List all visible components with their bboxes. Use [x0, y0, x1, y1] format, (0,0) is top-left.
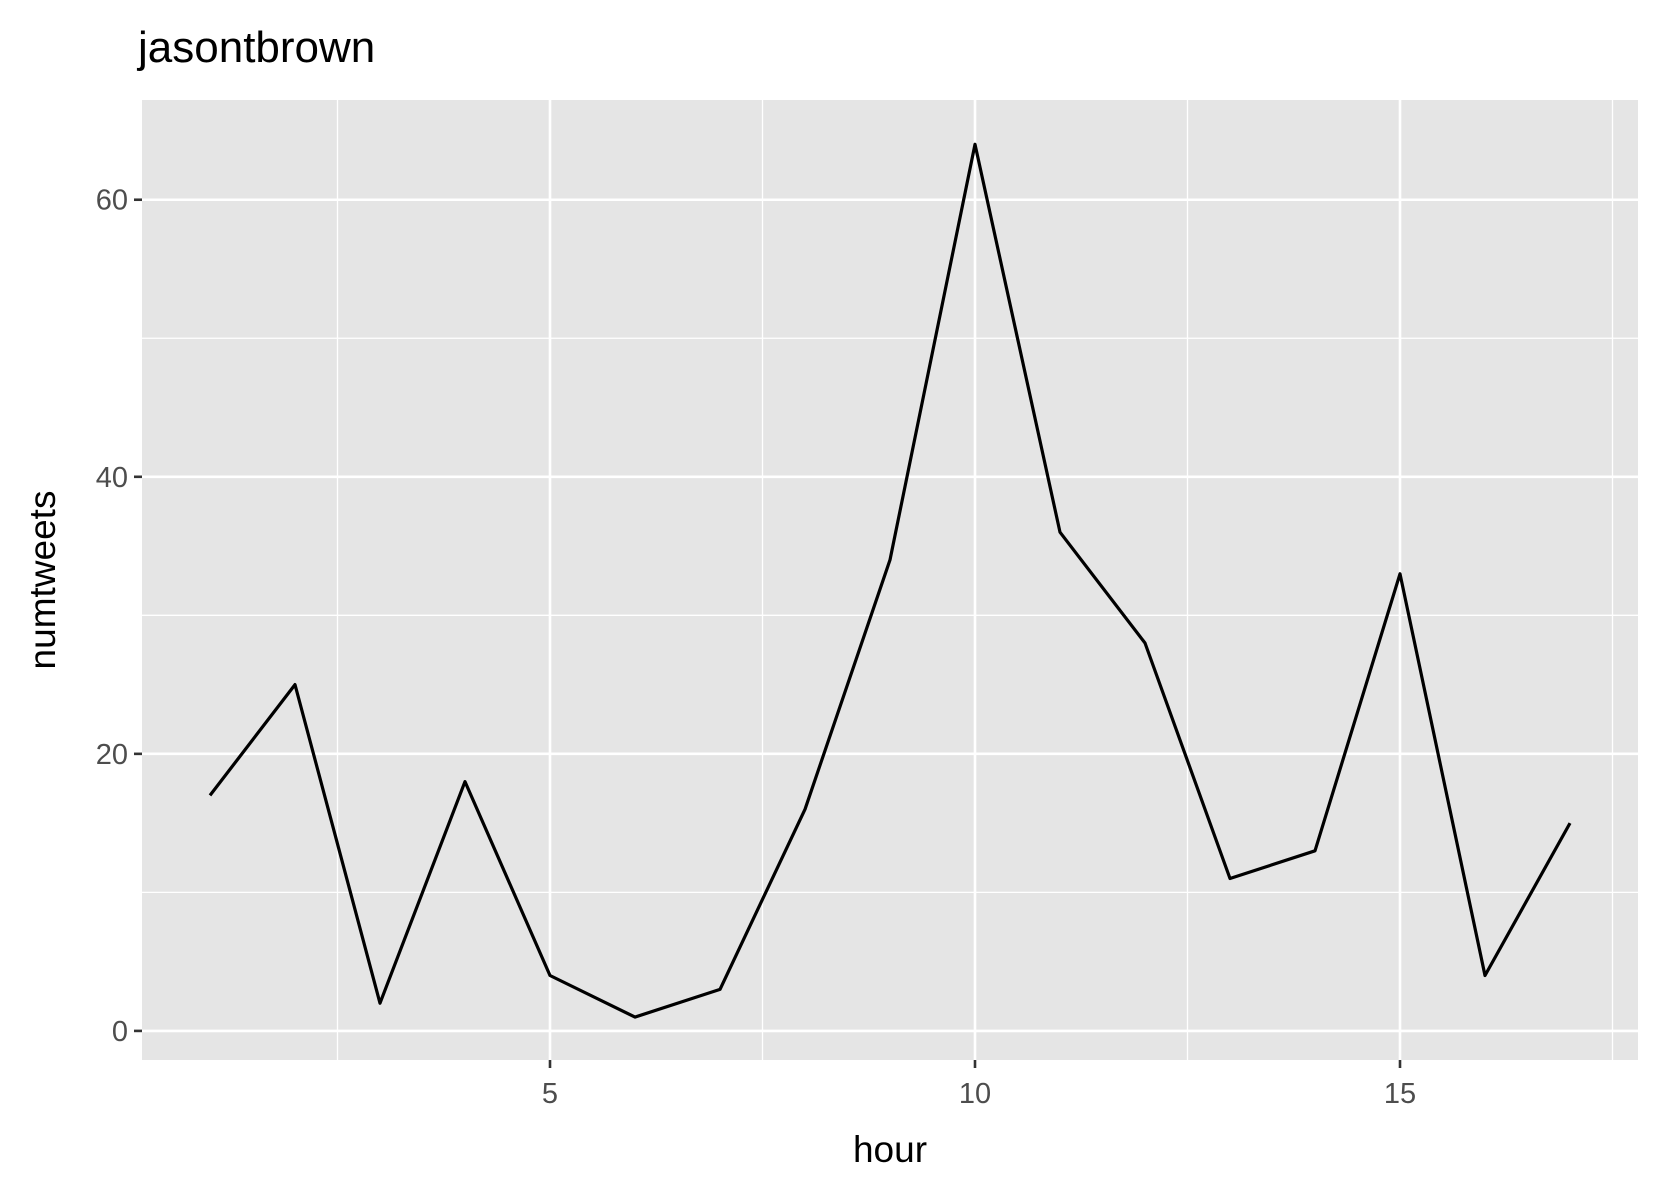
y-axis: 0 20 40 60 — [96, 185, 142, 1048]
major-gridlines — [142, 100, 1638, 1060]
plot-panel — [142, 100, 1638, 1060]
chart-title: jasontbrown — [136, 23, 375, 72]
minor-gridlines — [142, 100, 1638, 1060]
series-line-0 — [208, 142, 1572, 1019]
series-group — [208, 142, 1572, 1019]
x-axis-title: hour — [853, 1129, 927, 1170]
y-axis-title: numtweets — [22, 491, 63, 670]
x-axis: 5 10 15 — [542, 1060, 1416, 1110]
x-tick-label-1: 10 — [959, 1078, 991, 1110]
x-tick-label-2: 15 — [1384, 1078, 1416, 1110]
x-tick-label-0: 5 — [542, 1078, 558, 1110]
y-tick-label-1: 20 — [96, 739, 128, 771]
y-tick-label-2: 40 — [96, 462, 128, 494]
y-tick-label-3: 60 — [96, 185, 128, 217]
y-tick-label-0: 0 — [112, 1016, 128, 1048]
